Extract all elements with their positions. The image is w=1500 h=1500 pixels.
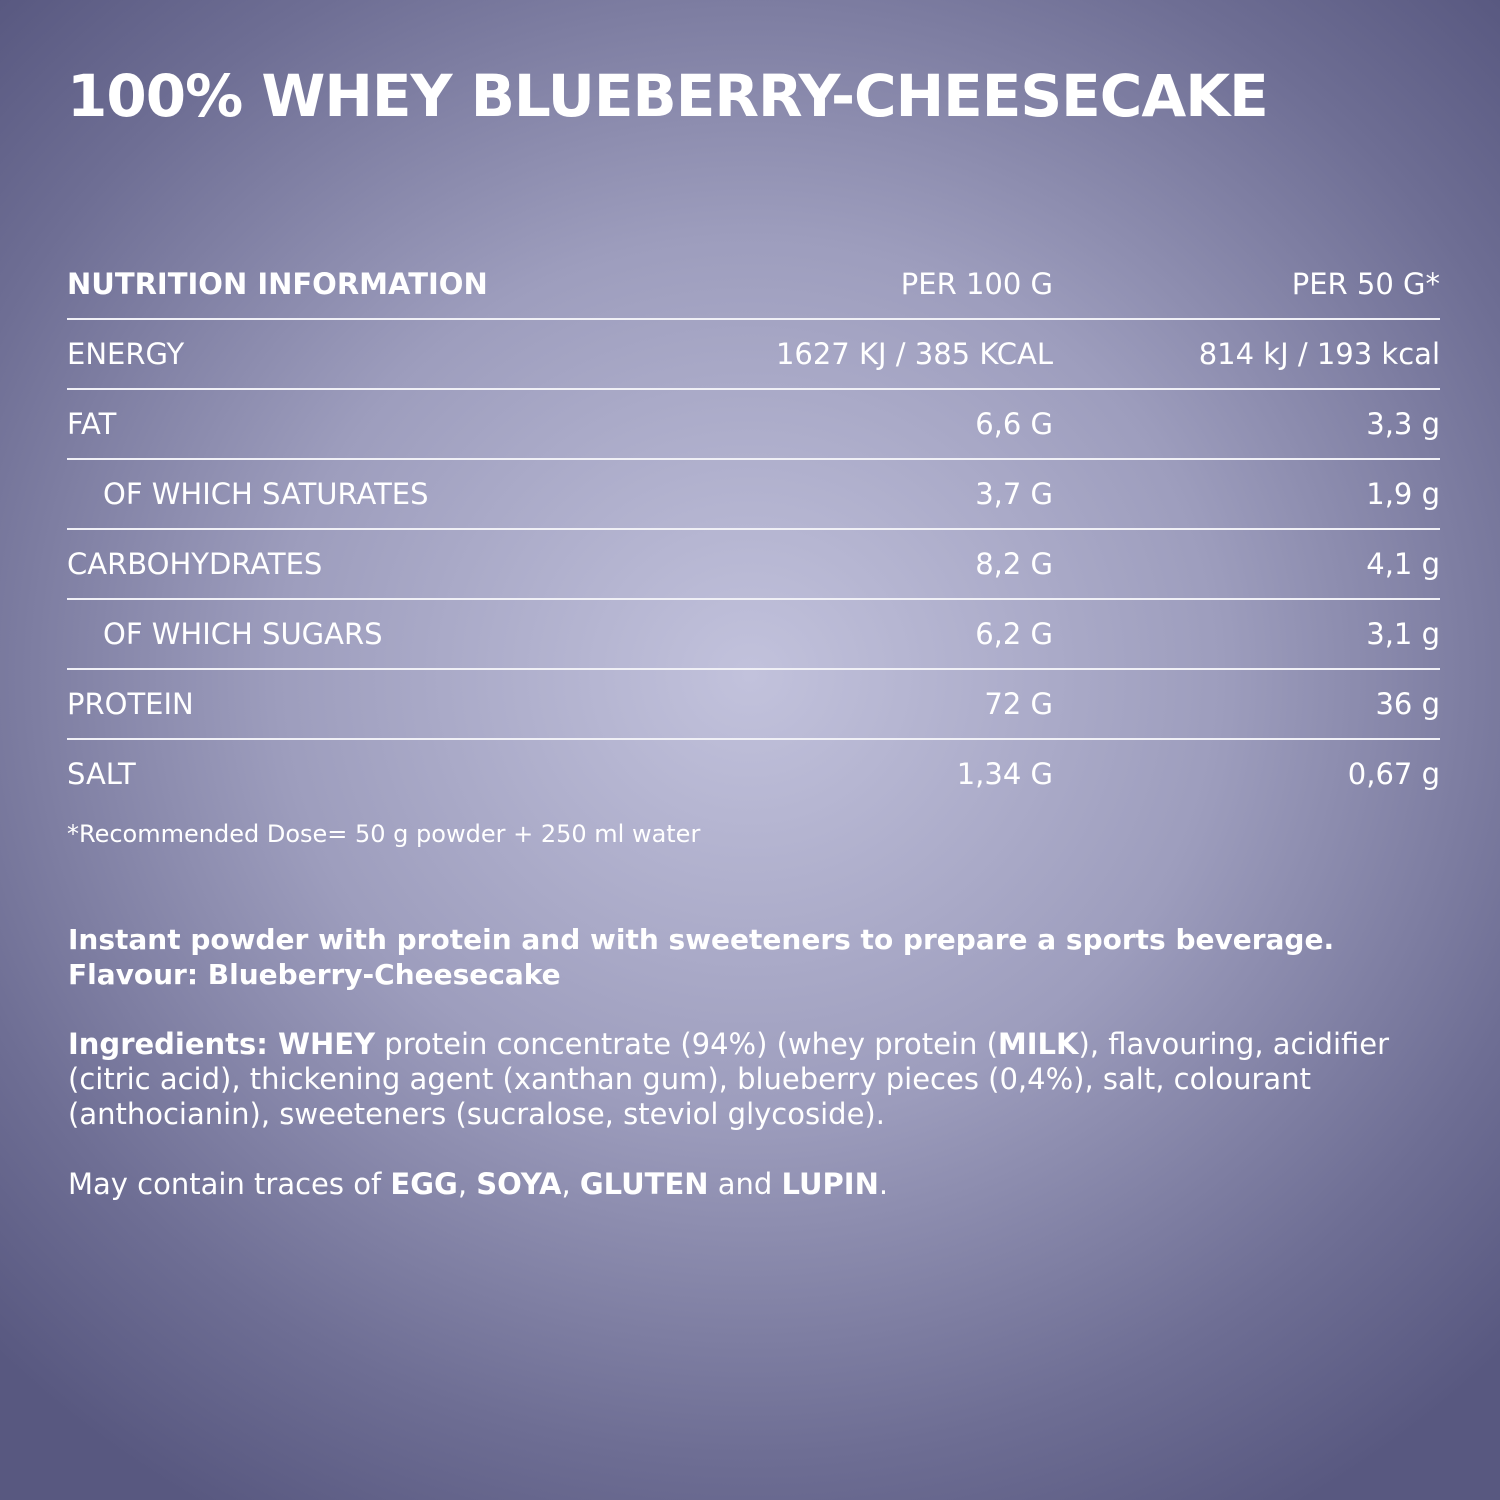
table-cell: 36 g	[1375, 687, 1440, 721]
table-cell: 1,9 g	[1366, 477, 1440, 511]
table-cell: NUTRITION INFORMATION	[67, 266, 488, 301]
table-cell: 0,67 g	[1347, 757, 1440, 791]
ingredients-text: protein concentrate (94%) (whey protein …	[375, 1027, 998, 1061]
ingredients-label: Ingredients:	[68, 1027, 268, 1061]
table-cell: 6,2 G	[975, 617, 1053, 651]
table-row: PROTEIN 72 G 36 g	[67, 670, 1440, 740]
table-row: ENERGY 1627 KJ / 385 KCAL 814 kJ / 193 kca…	[67, 320, 1440, 390]
table-row: NUTRITION INFORMATION PER 100 G PER 50 G*	[67, 249, 1440, 320]
allergens-text: ,	[561, 1167, 580, 1201]
allergen: LUPIN	[781, 1167, 879, 1201]
table-cell: OF WHICH SATURATES	[103, 477, 429, 511]
allergen: GLUTEN	[579, 1167, 709, 1201]
table-cell: SALT	[67, 757, 136, 791]
allergens-text: ,	[457, 1167, 477, 1201]
ingredients-text: ), flavouring, acidifier (citric acid), …	[68, 1027, 1390, 1131]
table-cell: 72 G	[984, 687, 1053, 721]
allergens-text: and	[708, 1167, 782, 1201]
table-cell: OF WHICH SUGARS	[103, 617, 383, 651]
table-cell: 814 kJ / 193 kcal	[1198, 337, 1440, 371]
table-cell: 8,2 G	[975, 547, 1053, 581]
allergen: WHEY	[267, 1027, 376, 1061]
table-row: CARBOHYDRATES 8,2 G 4,1 g	[67, 530, 1440, 600]
allergens-text: May contain traces of	[68, 1167, 391, 1201]
table-row: OF WHICH SATURATES 3,7 G 1,9 g	[67, 460, 1440, 530]
table-cell: PER 50 G*	[1291, 266, 1440, 301]
description: Instant powder with protein and with swe…	[68, 922, 1334, 992]
allergens: May contain traces of EGG, SOYA, GLUTEN …	[68, 1167, 888, 1202]
nutrition-table: NUTRITION INFORMATION PER 100 G PER 50 G* E…	[67, 249, 1440, 808]
table-cell: 3,1 g	[1366, 617, 1440, 651]
table-cell: 1627 KJ / 385 KCAL	[775, 337, 1053, 371]
allergen: MILK	[997, 1027, 1079, 1061]
ingredients: Ingredients: WHEY protein concentrate (9…	[68, 1027, 1448, 1132]
description-line: Flavour: Blueberry-Cheesecake	[68, 958, 561, 991]
allergens-text: .	[878, 1167, 889, 1201]
table-row: FAT 6,6 G 3,3 g	[67, 390, 1440, 460]
table-cell: FAT	[67, 407, 117, 441]
table-cell: 6,6 G	[975, 407, 1053, 441]
title: 100% WHEY BLUEBERRY-CHEESECAKE	[67, 62, 1269, 130]
description-line: Instant powder with protein and with swe…	[68, 923, 1335, 956]
allergen: SOYA	[476, 1167, 562, 1201]
table-cell: ENERGY	[67, 337, 185, 371]
table-cell: 3,3 g	[1366, 407, 1440, 441]
table-cell: PROTEIN	[67, 687, 194, 721]
table-cell: CARBOHYDRATES	[67, 547, 323, 581]
table-cell: 3,7 G	[975, 477, 1053, 511]
table-cell: 1,34 G	[956, 757, 1053, 791]
footnote: *Recommended Dose= 50 g powder + 250 ml …	[67, 820, 701, 848]
allergen: EGG	[390, 1167, 458, 1201]
table-cell: 4,1 g	[1366, 547, 1440, 581]
table-row: OF WHICH SUGARS 6,2 G 3,1 g	[67, 600, 1440, 670]
table-cell: PER 100 G	[900, 266, 1053, 301]
table-row: SALT 1,34 G 0,67 g	[67, 740, 1440, 808]
